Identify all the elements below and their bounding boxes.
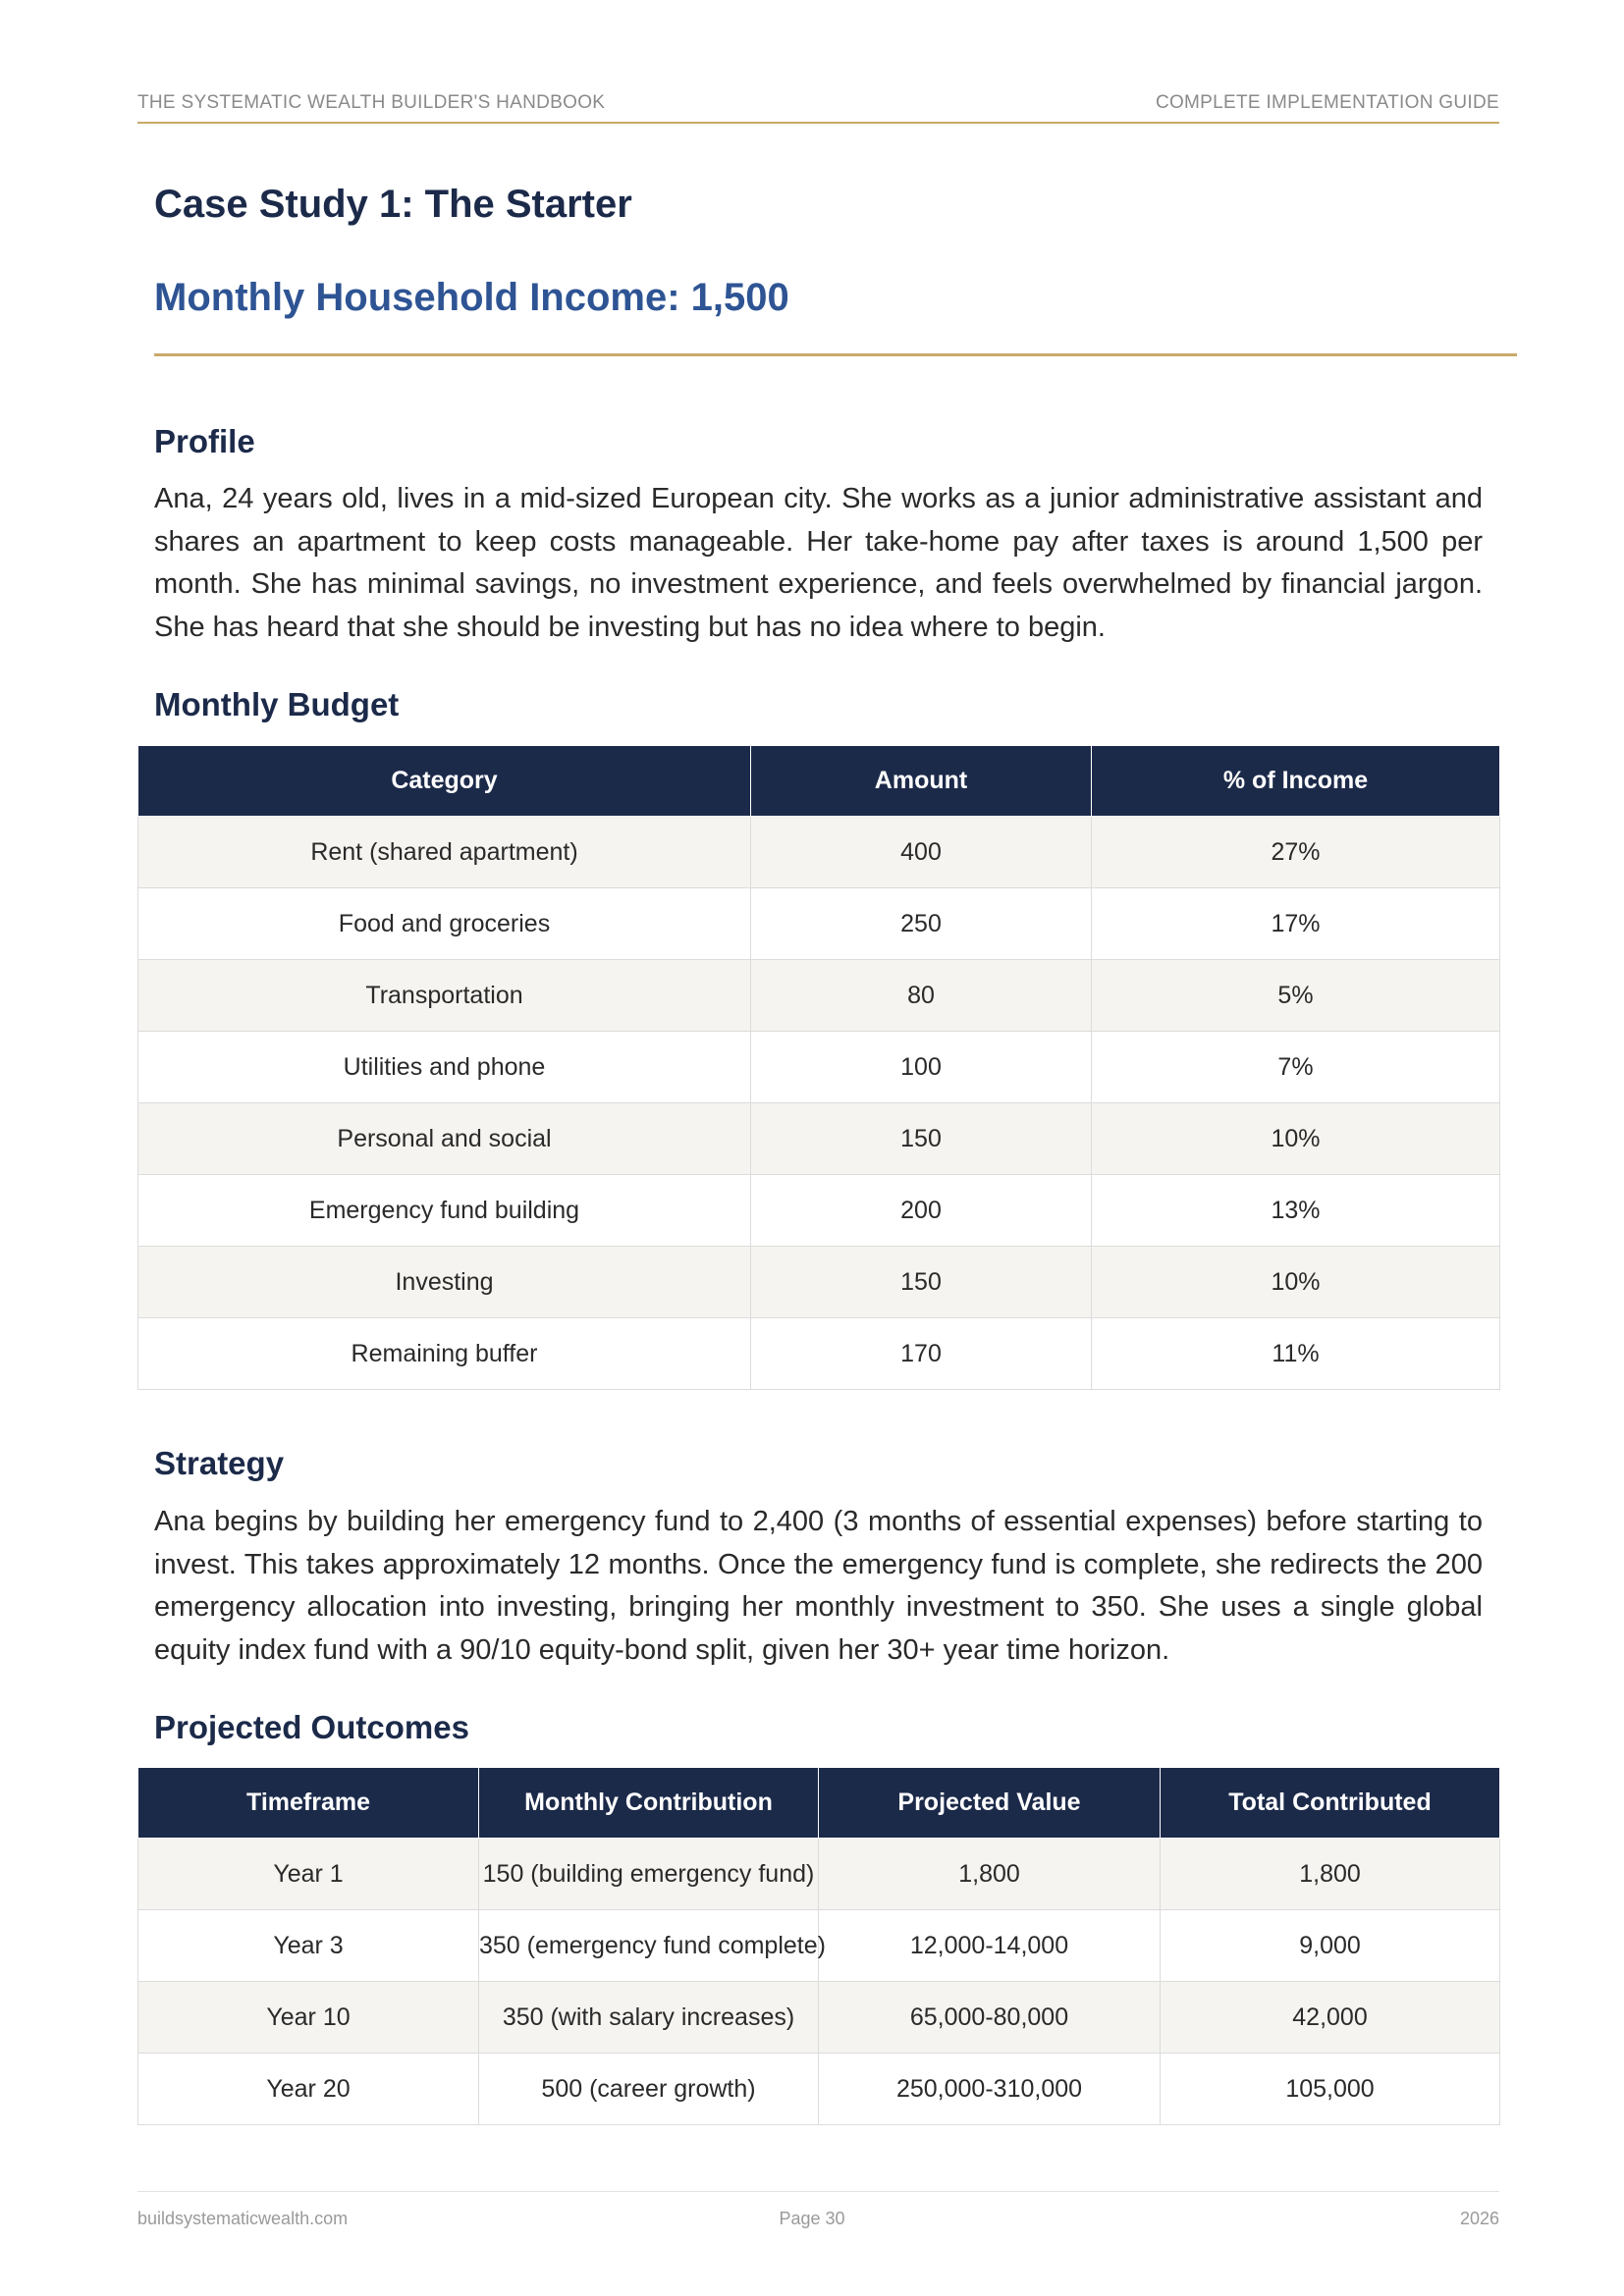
header-cell: % of Income <box>1091 745 1500 817</box>
title: Case Study 1: The Starter <box>154 183 632 226</box>
cell: 150 (building emergency fund) <box>478 1838 819 1910</box>
header-cell: Projected Value <box>818 1767 1161 1839</box>
cell: 150 <box>750 1246 1092 1318</box>
paragraph: Ana begins by building her emergency fun… <box>154 1506 1483 1666</box>
cell: Emergency fund building <box>137 1174 751 1247</box>
row: Year 1 150 (building emergency fund) 1,800… <box>137 1838 1500 1910</box>
section-heading: Monthly Budget <box>154 686 400 722</box>
row: Transportation 80 5% <box>137 959 1500 1032</box>
row: Year 3 350 (emergency fund complete) 12,00… <box>137 1909 1500 1982</box>
header-left: THE SYSTEMATIC WEALTH BUILDER'S HANDBOOK <box>137 92 606 113</box>
row: Personal and social 150 10% <box>137 1102 1500 1175</box>
divider <box>154 353 1517 356</box>
cell: 11% <box>1091 1317 1500 1390</box>
cell: 250,000-310,000 <box>818 2053 1161 2125</box>
cell: 9,000 <box>1160 1909 1500 1982</box>
section-heading: Strategy <box>154 1445 285 1481</box>
header-cell: Timeframe <box>137 1767 479 1839</box>
cell: 80 <box>750 959 1092 1032</box>
outcomes-table: Timeframe Monthly Contribution Projected V… <box>137 1767 1500 2125</box>
subtitle: Monthly Household Income: 1,500 <box>154 276 789 319</box>
cell: Year 3 <box>137 1909 479 1982</box>
cell: 7% <box>1091 1031 1500 1103</box>
cell: 10% <box>1091 1246 1500 1318</box>
table-head: Category Amount% of Income <box>137 745 1500 817</box>
budget-table: Category Amount% of Income Rent (shared ap… <box>137 745 1500 1390</box>
table-body: Year 1 150 (building emergency fund) 1,800… <box>137 1838 1500 2125</box>
section-heading: Projected Outcomes <box>154 1709 469 1745</box>
row: Investing 150 10% <box>137 1246 1500 1318</box>
row: Year 10 350 (with salary increases) 65,000… <box>137 1981 1500 2054</box>
cell: 200 <box>750 1174 1092 1247</box>
table-body: Rent (shared apartment) 400 27% Food and gr… <box>137 816 1500 1390</box>
cell: 250 <box>750 887 1092 960</box>
header-rule <box>137 122 1499 124</box>
cell: Transportation <box>137 959 751 1032</box>
cell: 100 <box>750 1031 1092 1103</box>
cell: 500 (career growth) <box>478 2053 819 2125</box>
cell: 42,000 <box>1160 1981 1500 2054</box>
row: Food and groceries 250 17% <box>137 887 1500 960</box>
cell: 105,000 <box>1160 2053 1500 2125</box>
row: Remaining buffer 170 11% <box>137 1317 1500 1390</box>
header-cell: Category <box>137 745 751 817</box>
row: Utilities and phone 100 7% <box>137 1031 1500 1103</box>
cell: Year 10 <box>137 1981 479 2054</box>
row: Year 20 500 (career growth) 250,000-310,00… <box>137 2053 1500 2125</box>
cell: 65,000-80,000 <box>818 1981 1161 2054</box>
cell: Remaining buffer <box>137 1317 751 1390</box>
cell: Utilities and phone <box>137 1031 751 1103</box>
cell: Investing <box>137 1246 751 1318</box>
cell: 350 (emergency fund complete) <box>478 1909 826 1982</box>
paragraph: Ana, 24 years old, lives in a mid-sized … <box>154 483 1483 643</box>
cell: Year 1 <box>137 1838 479 1910</box>
header-row: Category Amount% of Income <box>137 745 1500 817</box>
cell: 13% <box>1091 1174 1500 1247</box>
table-head: Timeframe Monthly Contribution Projected V… <box>137 1767 1500 1839</box>
section-heading: Profile <box>154 423 255 459</box>
header-cell: Amount <box>750 745 1092 817</box>
header-right: COMPLETE IMPLEMENTATION GUIDE <box>1155 92 1499 113</box>
header-cell: Monthly Contribution <box>478 1767 819 1839</box>
cell: Food and groceries <box>137 887 751 960</box>
cell: Rent (shared apartment) <box>137 816 751 888</box>
cell: 150 <box>750 1102 1092 1175</box>
footer-right: 2026 <box>1459 2209 1499 2228</box>
cell: 10% <box>1091 1102 1500 1175</box>
cell: 17% <box>1091 887 1500 960</box>
cell: 400 <box>750 816 1092 888</box>
cell: 1,800 <box>1160 1838 1500 1910</box>
cell: 27% <box>1091 816 1500 888</box>
cell: 170 <box>750 1317 1092 1390</box>
cell: 12,000-14,000 <box>818 1909 1161 1982</box>
cell: Personal and social <box>137 1102 751 1175</box>
footer-center: Page 30 <box>779 2209 845 2228</box>
footer-left: buildsystematicwealth.com <box>137 2209 349 2228</box>
cell: 1,800 <box>818 1838 1161 1910</box>
cell: Year 20 <box>137 2053 479 2125</box>
cell: 350 (with salary increases) <box>478 1981 819 2054</box>
cell: 5% <box>1091 959 1500 1032</box>
row: Emergency fund building 200 13% <box>137 1174 1500 1247</box>
row: Rent (shared apartment) 400 27% <box>137 816 1500 888</box>
footer-rule <box>137 2191 1499 2192</box>
header-cell: Total Contributed <box>1160 1767 1500 1839</box>
header-row: Timeframe Monthly Contribution Projected V… <box>137 1767 1500 1839</box>
